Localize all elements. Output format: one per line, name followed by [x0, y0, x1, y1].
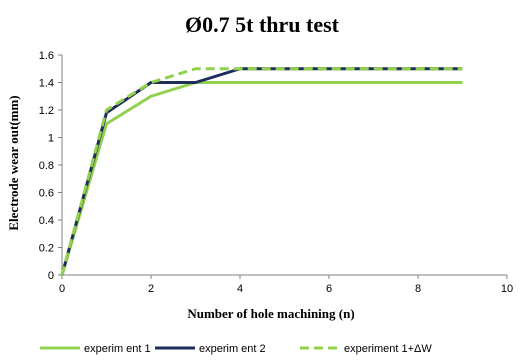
series-line-3: [60, 67, 463, 276]
y-tick-label: 1.6: [39, 50, 54, 62]
x-tick-label: 4: [237, 283, 243, 295]
y-tick-label: 1: [48, 133, 54, 145]
x-tick-label: 6: [326, 283, 332, 295]
y-tick-label: 0.8: [39, 160, 54, 172]
series-lines: [60, 67, 463, 276]
chart-title: Ø0.7 5t thru test: [185, 12, 340, 37]
legend-label-3: experiment 1+ΔW: [344, 343, 432, 355]
axes: [58, 54, 508, 279]
y-tick-label: 0.4: [39, 215, 54, 227]
tick-labels: 0 2 4 6 8 10 0 0.2 0.4 0.6 0.8 1 1.2 1.4 1.6: [39, 50, 513, 295]
y-axis-title: Electrode wear out(mm): [6, 95, 21, 230]
y-tick-label: 1.2: [39, 105, 54, 117]
y-tick-label: 1.4: [39, 78, 54, 90]
legend: experim ent 1 experim ent 2 experiment 1+Δ…: [40, 343, 432, 355]
x-tick-label: 0: [59, 283, 65, 295]
series-line-1: [60, 81, 463, 276]
y-tick-label: 0.2: [39, 243, 54, 255]
x-tick-label: 8: [415, 283, 421, 295]
x-tick-label: 10: [501, 283, 513, 295]
x-tick-label: 2: [148, 283, 154, 295]
legend-label-1: experim ent 1: [84, 343, 151, 355]
y-tick-label: 0.6: [39, 188, 54, 200]
y-tick-label: 0: [48, 270, 54, 282]
legend-label-2: experim ent 2: [199, 343, 266, 355]
x-axis-title: Number of hole machining (n): [187, 306, 354, 321]
